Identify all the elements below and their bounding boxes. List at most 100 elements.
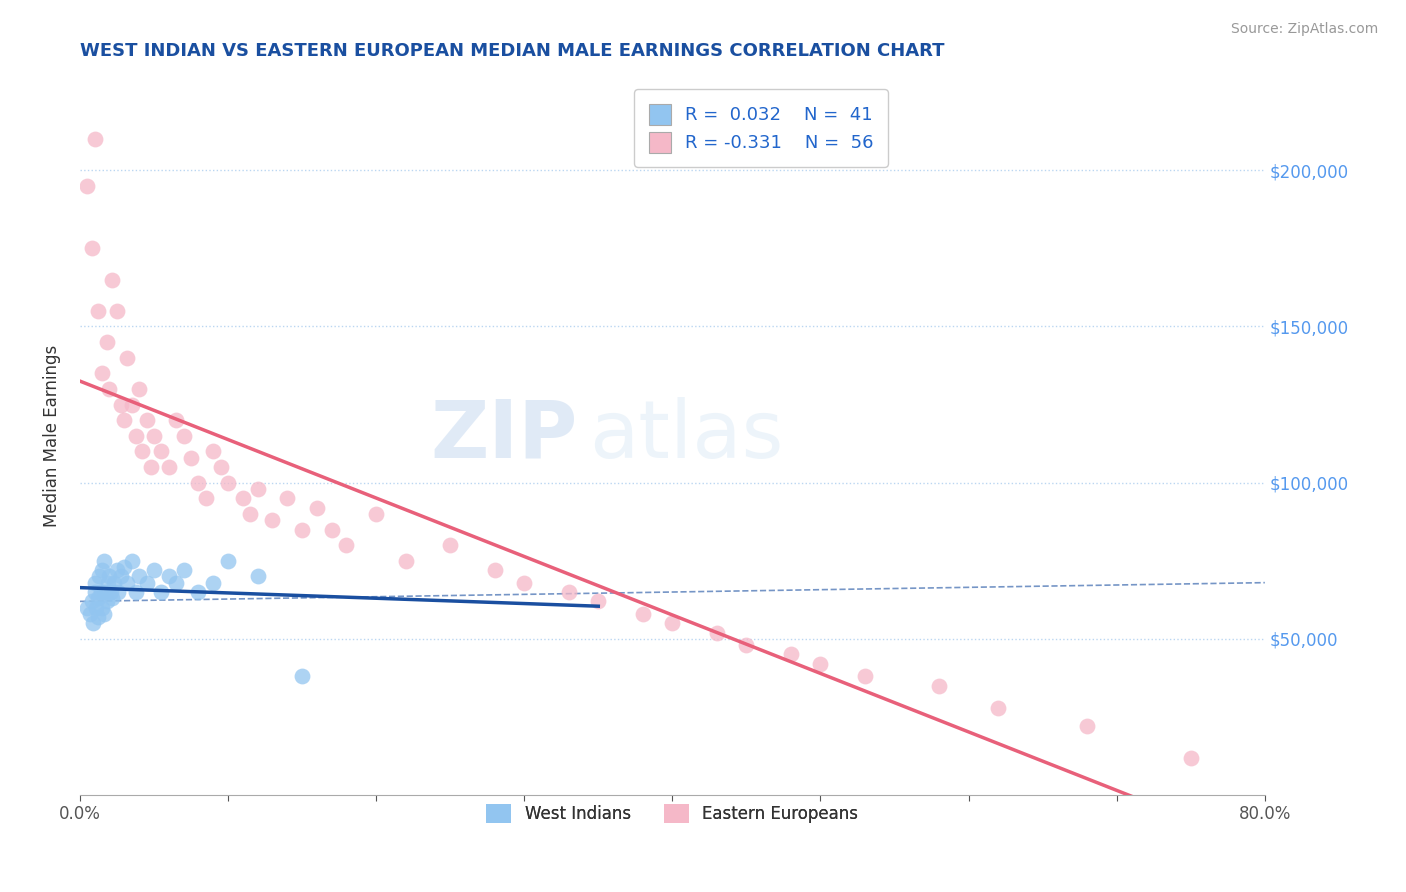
Point (131, 444, 153, 458)
Point (96, 594, 118, 608)
Point (157, 460, 180, 475)
Point (76, 600, 98, 615)
Text: ZIP: ZIP (430, 397, 578, 475)
Point (107, 585, 129, 599)
Point (810, 657, 832, 671)
Point (82, 616, 104, 631)
Point (202, 444, 225, 458)
Y-axis label: Median Male Earnings: Median Male Earnings (44, 344, 60, 527)
Point (101, 591, 124, 606)
Point (631, 607, 654, 621)
Point (588, 594, 610, 608)
Point (217, 475, 239, 490)
Point (93, 554, 115, 568)
Point (305, 500, 328, 515)
Point (117, 575, 139, 590)
Point (173, 563, 195, 577)
Point (1076, 719, 1098, 733)
Point (83, 575, 105, 590)
Point (165, 413, 187, 427)
Point (335, 538, 357, 552)
Point (173, 429, 195, 443)
Point (142, 563, 165, 577)
Point (366, 507, 388, 521)
Point (121, 398, 143, 412)
Point (83, 585, 105, 599)
Point (165, 575, 187, 590)
Point (91, 563, 114, 577)
Point (135, 413, 157, 427)
Point (987, 700, 1010, 714)
Point (246, 482, 269, 496)
Point (779, 648, 801, 662)
Point (86, 304, 108, 318)
Point (291, 669, 314, 683)
Point (142, 429, 165, 443)
Point (139, 460, 162, 475)
Point (217, 554, 239, 568)
Point (735, 638, 758, 652)
Point (150, 444, 173, 458)
Point (93, 607, 115, 621)
Point (80, 594, 103, 608)
Text: atlas: atlas (589, 397, 783, 475)
Point (706, 625, 728, 640)
Point (557, 585, 579, 599)
Point (209, 460, 232, 475)
Point (128, 382, 150, 396)
Point (513, 575, 536, 590)
Point (89, 569, 111, 583)
Text: WEST INDIAN VS EASTERN EUROPEAN MEDIAN MALE EARNINGS CORRELATION CHART: WEST INDIAN VS EASTERN EUROPEAN MEDIAN M… (80, 42, 945, 60)
Point (128, 569, 150, 583)
Point (150, 585, 173, 599)
Point (661, 616, 683, 631)
Point (103, 575, 125, 590)
Point (100, 585, 122, 599)
Point (79, 607, 101, 621)
Point (439, 538, 461, 552)
Point (1180, 750, 1202, 764)
Point (395, 554, 418, 568)
Point (291, 523, 314, 537)
Point (101, 272, 124, 286)
Point (187, 475, 209, 490)
Point (125, 585, 148, 599)
Point (83, 132, 105, 146)
Point (98, 569, 121, 583)
Point (180, 450, 202, 465)
Point (187, 585, 209, 599)
Point (84, 600, 107, 615)
Point (91, 600, 114, 615)
Point (202, 575, 225, 590)
Point (98, 382, 121, 396)
Point (121, 554, 143, 568)
Point (112, 413, 135, 427)
Point (86, 610, 108, 624)
Point (135, 575, 157, 590)
Point (194, 491, 217, 506)
Point (96, 335, 118, 350)
Point (246, 569, 269, 583)
Point (80, 241, 103, 255)
Point (157, 569, 180, 583)
Point (125, 429, 148, 443)
Point (97, 575, 120, 590)
Point (484, 563, 506, 577)
Point (76, 178, 98, 193)
Point (110, 398, 132, 412)
Point (276, 491, 298, 506)
Legend: West Indians, Eastern Europeans: West Indians, Eastern Europeans (479, 797, 865, 830)
Point (112, 560, 135, 574)
Point (928, 679, 950, 693)
Point (105, 304, 128, 318)
Point (110, 569, 132, 583)
Point (117, 351, 139, 365)
Point (232, 491, 254, 506)
Point (321, 523, 343, 537)
Text: Source: ZipAtlas.com: Source: ZipAtlas.com (1230, 22, 1378, 37)
Point (853, 669, 876, 683)
Point (91, 367, 114, 381)
Point (86, 591, 108, 606)
Point (94, 585, 117, 599)
Point (262, 513, 284, 527)
